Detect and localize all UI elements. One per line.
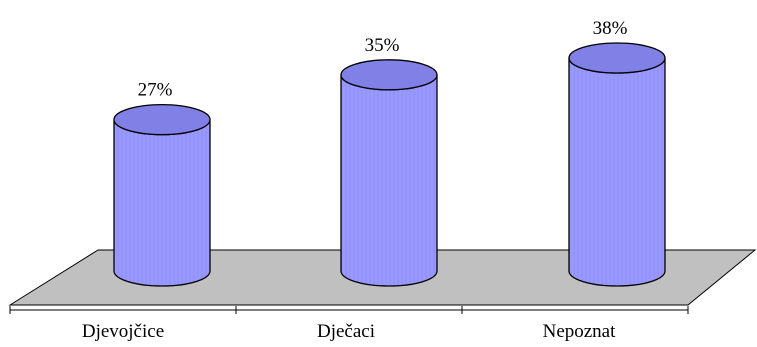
x-tick-label-2: Nepoznat bbox=[543, 321, 617, 342]
data-label-2: 38% bbox=[593, 18, 628, 39]
bar-top-0 bbox=[113, 104, 211, 136]
data-label-1: 35% bbox=[365, 35, 400, 56]
bar-0 bbox=[113, 119, 211, 287]
bar-top-2 bbox=[568, 42, 666, 74]
bar-top-1 bbox=[340, 59, 438, 91]
bar-1 bbox=[340, 74, 438, 287]
x-tick-label-0: Djevojčice bbox=[82, 321, 164, 342]
bars-group: 27% 35% 38% bbox=[113, 18, 666, 287]
data-label-0: 27% bbox=[138, 80, 173, 101]
bar-2 bbox=[568, 57, 666, 287]
x-tick-label-1: Dječaci bbox=[317, 321, 375, 342]
